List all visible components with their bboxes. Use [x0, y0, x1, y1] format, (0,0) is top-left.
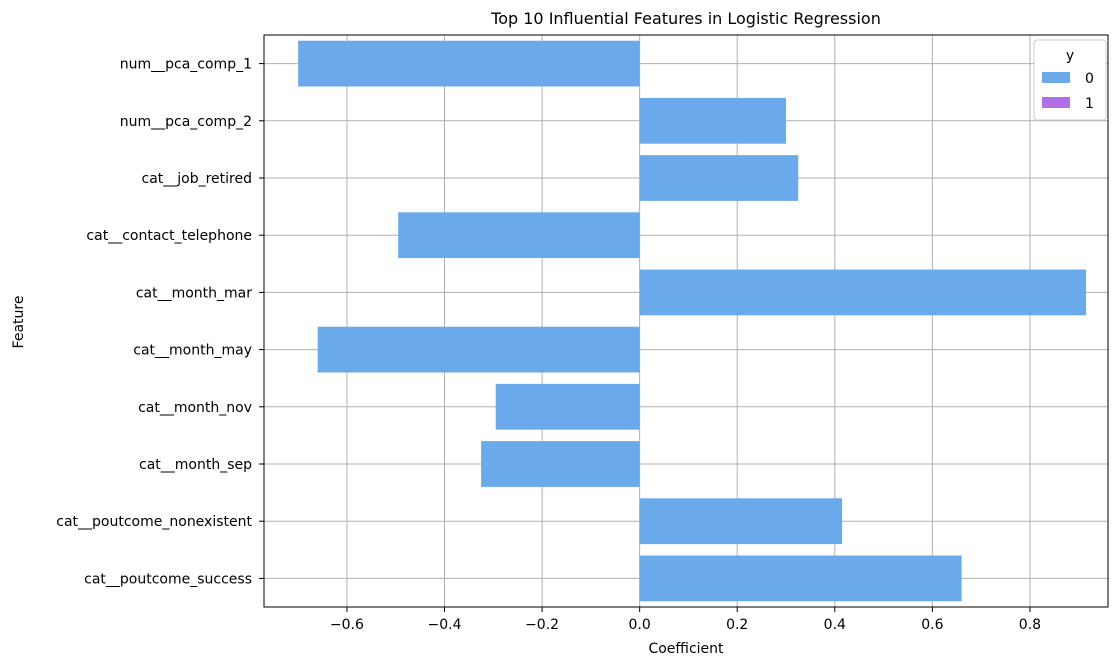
legend-label-0: 0	[1085, 71, 1094, 87]
y-tick-labels: num__pca_comp_1 num__pca_comp_2 cat__job_r…	[56, 57, 264, 587]
x-axis-label: Coefficient	[648, 641, 724, 657]
x-tick-label: 0.4	[824, 617, 846, 633]
y-tick-label: cat__poutcome_nonexistent	[56, 514, 252, 530]
x-tick-label: 0.6	[921, 617, 943, 633]
x-tick-label: −0.2	[525, 617, 559, 633]
x-tick-label: 0.8	[1019, 617, 1041, 633]
bar-cat__month_may	[317, 326, 640, 373]
bar-cat__job_retired	[639, 155, 799, 201]
bar-cat__month_nov	[495, 383, 640, 430]
bar-cat__month_sep	[481, 441, 640, 487]
x-tick-label: −0.6	[330, 617, 364, 633]
bar-cat__poutcome_success	[639, 555, 962, 602]
y-tick-label: cat__job_retired	[142, 171, 253, 187]
y-tick-label: cat__poutcome_success	[84, 571, 252, 587]
chart-title: Top 10 Influential Features in Logistic …	[490, 9, 881, 28]
y-tick-label: cat__month_may	[133, 343, 252, 359]
bars	[298, 40, 1087, 602]
bar-cat__contact_telephone	[398, 212, 640, 259]
y-tick-label: cat__month_sep	[139, 457, 252, 473]
bar-num__pca_comp_1	[298, 40, 640, 87]
bar-cat__month_mar	[639, 269, 1087, 316]
legend: y 0 1	[1033, 39, 1107, 121]
y-tick-label: cat__contact_telephone	[86, 228, 252, 244]
y-tick-label: cat__month_mar	[136, 285, 252, 301]
legend-swatch-1	[1042, 97, 1070, 108]
y-axis-label: Feature	[11, 296, 27, 349]
x-tick-labels: −0.6 −0.4 −0.2 0.0 0.2 0.4 0.6 0.8	[330, 607, 1041, 633]
plot-frame	[263, 34, 1109, 608]
legend-title: y	[1066, 48, 1074, 64]
y-tick-label: num__pca_comp_1	[120, 57, 252, 73]
x-tick-label: −0.4	[428, 617, 462, 633]
x-tick-label: 0.2	[726, 617, 748, 633]
x-tick-label: 0.0	[629, 617, 651, 633]
y-tick-label: num__pca_comp_2	[120, 114, 252, 130]
bar-num__pca_comp_2	[639, 97, 787, 144]
y-tick-label: cat__month_nov	[138, 400, 252, 416]
bar-cat__poutcome_nonexistent	[639, 498, 843, 545]
legend-swatch-0	[1042, 72, 1070, 83]
legend-label-1: 1	[1085, 96, 1094, 112]
